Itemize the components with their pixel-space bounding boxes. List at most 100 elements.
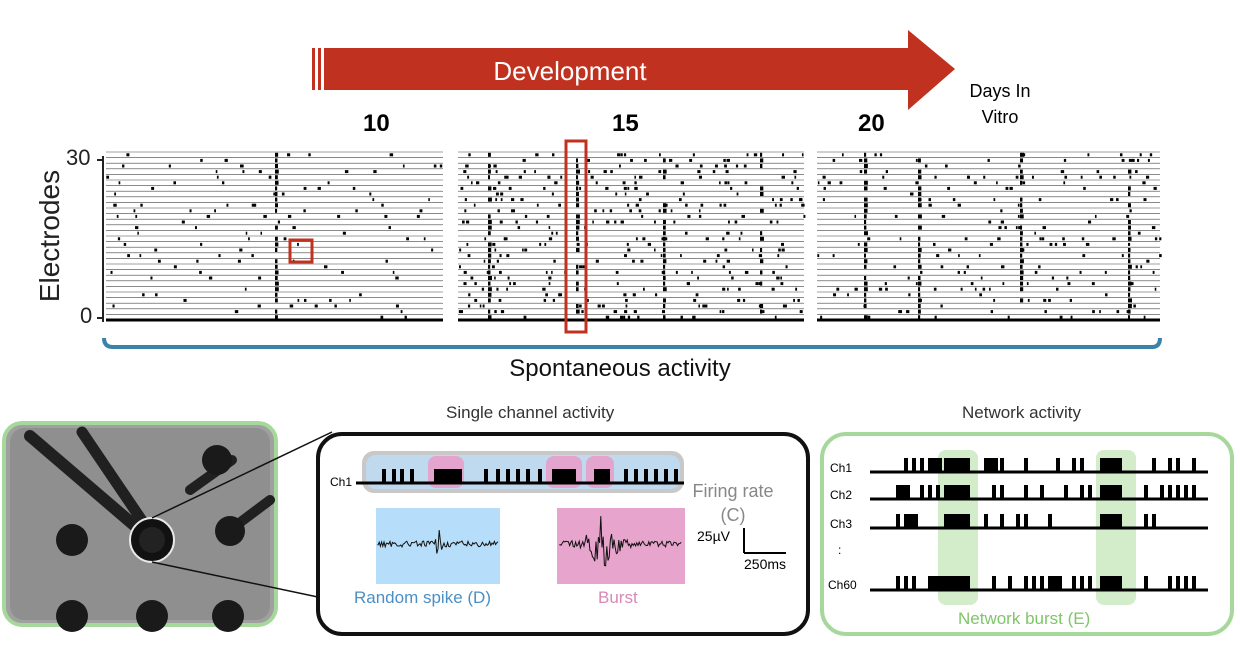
- spike-mark: [199, 270, 202, 274]
- spike-mark: [670, 209, 673, 213]
- spike-mark: [495, 198, 498, 202]
- burst-spike-mark: [488, 231, 491, 236]
- spike-mark: [590, 175, 594, 179]
- spike-mark: [543, 186, 546, 190]
- spike-mark: [520, 198, 524, 202]
- spike-mark: [463, 170, 467, 174]
- spike-mark: [638, 209, 642, 213]
- spike-mark: [940, 304, 943, 308]
- spike-mark: [1002, 282, 1005, 286]
- spike-mark: [1112, 237, 1116, 241]
- spike-mark: [632, 259, 635, 263]
- network-spike: [920, 458, 924, 472]
- burst-spike-mark: [663, 175, 666, 180]
- burst-spike-mark: [488, 276, 492, 280]
- spike-mark: [544, 242, 547, 246]
- spike-mark: [1116, 310, 1120, 314]
- spike-mark: [817, 254, 820, 258]
- spike-mark: [588, 170, 591, 174]
- ch1-spike: [516, 469, 520, 483]
- spike-mark: [791, 181, 794, 185]
- spike-mark: [774, 315, 777, 319]
- spike-mark: [610, 170, 613, 174]
- spike-mark: [634, 181, 637, 185]
- spike-mark: [983, 175, 986, 179]
- spike-mark: [1092, 310, 1095, 314]
- spike-mark: [908, 293, 911, 297]
- spike-mark: [780, 282, 784, 286]
- burst-spike-mark: [1020, 253, 1023, 258]
- burst-spike-mark: [488, 309, 491, 314]
- burst-spike-mark: [864, 169, 868, 174]
- burst-spike-mark: [918, 214, 922, 219]
- spike-mark: [123, 242, 127, 246]
- spike-mark: [647, 242, 652, 246]
- spike-mark: [473, 203, 476, 207]
- burst-spike-mark: [864, 248, 868, 252]
- spike-mark: [934, 175, 937, 179]
- network-spike: [1040, 485, 1044, 499]
- spike-mark: [737, 298, 741, 302]
- spike-mark: [1121, 158, 1125, 162]
- burst-spike-mark: [488, 214, 491, 219]
- spike-mark: [1133, 304, 1136, 308]
- burst-spike-mark: [275, 175, 278, 180]
- spike-mark: [510, 198, 515, 202]
- firing-rate-line-1: Firing rate: [692, 481, 774, 501]
- burst-spike-mark: [275, 208, 278, 213]
- spike-mark: [499, 270, 502, 274]
- spike-mark: [963, 270, 966, 274]
- spike-mark: [658, 209, 661, 213]
- spike-mark: [503, 237, 506, 241]
- spike-mark: [714, 164, 718, 168]
- spike-mark: [496, 287, 499, 291]
- spike-mark: [1017, 214, 1020, 218]
- burst-spike-mark: [1128, 281, 1132, 286]
- spike-mark: [1038, 198, 1042, 202]
- network-spike-trains: [870, 458, 1208, 592]
- burst-spike-mark: [576, 214, 580, 219]
- spike-mark: [772, 270, 775, 274]
- burst-spike-mark: [275, 315, 278, 320]
- spike-mark: [395, 304, 399, 308]
- burst-spike-mark: [663, 158, 666, 163]
- spike-mark: [297, 298, 300, 302]
- spike-mark: [150, 276, 153, 280]
- spike-mark: [122, 164, 125, 168]
- single-channel-title: Single channel activity: [446, 403, 615, 422]
- spike-mark: [127, 254, 130, 258]
- spike-mark: [988, 220, 992, 224]
- spike-mark: [817, 181, 820, 185]
- spike-mark: [780, 276, 782, 280]
- raster-y-axis: [97, 156, 104, 322]
- spike-mark: [558, 293, 560, 297]
- spike-mark: [623, 153, 627, 157]
- burst-spike-mark: [576, 175, 579, 180]
- spike-mark: [698, 209, 701, 213]
- spike-mark: [620, 315, 624, 319]
- network-ch1-label: Ch1: [830, 461, 853, 475]
- network-spike: [1088, 485, 1092, 499]
- network-spike: [1072, 576, 1076, 590]
- spike-mark: [277, 220, 281, 224]
- spike-mark: [189, 209, 192, 213]
- ch1-burst-block: [434, 469, 460, 483]
- spike-mark: [303, 298, 307, 302]
- spike-mark: [1066, 276, 1069, 280]
- network-burst-caption: Network burst (E): [958, 609, 1091, 628]
- spike-mark: [251, 254, 254, 258]
- day-label-10: 10: [363, 110, 390, 137]
- spike-mark: [726, 158, 730, 162]
- spike-mark: [579, 186, 582, 190]
- spike-mark: [918, 175, 922, 179]
- spike-mark: [402, 164, 405, 168]
- spike-mark: [1159, 237, 1162, 241]
- spike-mark: [605, 186, 609, 190]
- spike-mark: [224, 158, 227, 162]
- spike-mark: [560, 175, 563, 179]
- burst-spike-mark: [1128, 276, 1131, 280]
- burst-spike-mark: [663, 169, 667, 174]
- spike-mark: [898, 310, 901, 314]
- spike-mark: [275, 282, 278, 286]
